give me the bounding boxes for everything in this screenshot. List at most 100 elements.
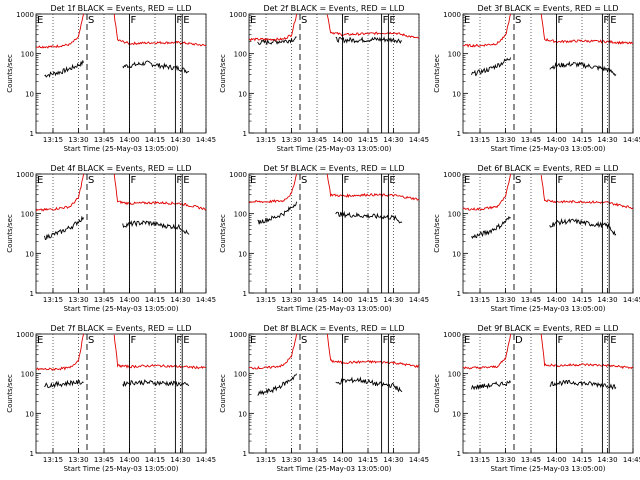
- y-tick-label: 1: [457, 130, 461, 138]
- event-marker-label: E: [37, 175, 43, 186]
- x-tick-label: 14:00: [119, 136, 139, 144]
- event-marker-label: S: [88, 335, 94, 346]
- y-tick-label: 1: [457, 450, 461, 458]
- y-tick-label: 10: [25, 250, 34, 258]
- events-series-line: [549, 60, 617, 77]
- chart-panel: Det 7f BLACK = Events, RED = LLD 1 10 100 10…: [6, 324, 216, 473]
- y-tick-label: 10: [238, 410, 247, 418]
- event-marker-label: E: [464, 15, 470, 26]
- events-series-line: [122, 379, 190, 388]
- events-series-line: [257, 373, 297, 396]
- x-tick-label: 13:30: [68, 296, 88, 304]
- event-marker-label: F: [344, 15, 350, 26]
- x-tick-label: 14:00: [546, 296, 566, 304]
- events-series-line: [122, 60, 190, 74]
- y-tick-label: 100: [234, 211, 247, 219]
- event-marker-label: F: [603, 15, 609, 26]
- event-marker-label: S: [515, 175, 521, 186]
- lld-series-line: [463, 14, 512, 48]
- x-axis-label: Start Time (25-May-03 13:05:00): [63, 305, 178, 313]
- event-marker-label: S: [515, 15, 521, 26]
- x-tick-label: 14:15: [358, 456, 378, 464]
- x-tick-label: 13:30: [495, 136, 515, 144]
- chart-panel: Det 9f BLACK = Events, RED = LLD 1 10 100 10…: [433, 324, 640, 473]
- events-series-line: [471, 215, 511, 240]
- event-marker-label: F: [176, 335, 182, 346]
- y-tick-label: 1000: [229, 331, 247, 339]
- x-tick-label: 14:15: [572, 456, 592, 464]
- chart-title: Det 6f BLACK = Events, RED = LLD: [477, 164, 618, 173]
- events-series-line: [549, 379, 617, 391]
- x-tick-label: 14:00: [546, 456, 566, 464]
- y-tick-label: 100: [448, 211, 461, 219]
- chart-panel: Det 1f BLACK = Events, RED = LLD 1 10 100 10…: [6, 4, 216, 153]
- event-marker-label: S: [88, 175, 94, 186]
- event-marker-label: E: [250, 15, 256, 26]
- event-marker-label: E: [610, 175, 616, 186]
- x-tick-label: 14:45: [196, 136, 216, 144]
- events-series-line: [335, 36, 403, 44]
- event-marker-label: E: [183, 335, 189, 346]
- y-tick-label: 1: [457, 290, 461, 298]
- event-marker-label: E: [183, 15, 189, 26]
- x-tick-label: 14:00: [119, 296, 139, 304]
- x-tick-label: 14:15: [145, 456, 165, 464]
- x-tick-label: 13:45: [307, 456, 327, 464]
- y-tick-label: 10: [25, 410, 34, 418]
- y-tick-label: 1: [30, 450, 34, 458]
- x-tick-label: 14:30: [383, 136, 403, 144]
- x-tick-label: 14:15: [145, 136, 165, 144]
- event-marker-label: D: [515, 335, 523, 346]
- chart-panel: Det 3f BLACK = Events, RED = LLD 1 10 100 10…: [433, 4, 640, 153]
- event-marker-label: F: [558, 15, 564, 26]
- lld-series-line: [540, 14, 633, 45]
- x-tick-label: 13:30: [281, 296, 301, 304]
- x-tick-label: 13:30: [281, 456, 301, 464]
- event-marker-label: S: [88, 15, 94, 26]
- x-tick-label: 14:00: [332, 296, 352, 304]
- event-marker-label: F: [131, 175, 137, 186]
- x-axis-label: Start Time (25-May-03 13:05:00): [490, 305, 605, 313]
- y-axis-label: Counts/sec: [433, 374, 441, 413]
- event-marker-label: F: [344, 175, 350, 186]
- x-tick-label: 14:45: [196, 456, 216, 464]
- event-marker-label: F: [131, 335, 137, 346]
- y-axis-label: Counts/sec: [219, 54, 227, 93]
- lld-series-line: [36, 334, 85, 371]
- chart-panel: Det 4f BLACK = Events, RED = LLD 1 10 100 10…: [6, 164, 216, 313]
- x-tick-label: 13:15: [43, 456, 63, 464]
- x-tick-label: 13:15: [470, 296, 490, 304]
- events-series-line: [471, 379, 511, 391]
- y-tick-label: 1000: [16, 331, 34, 339]
- x-tick-label: 14:45: [409, 456, 429, 464]
- event-marker-label: S: [301, 175, 307, 186]
- plot-frame: [35, 173, 207, 294]
- lld-series-line: [113, 174, 206, 211]
- y-tick-label: 100: [448, 51, 461, 59]
- y-axis-label: Counts/sec: [6, 214, 14, 253]
- y-axis-label: Counts/sec: [6, 374, 14, 413]
- x-tick-label: 13:45: [307, 296, 327, 304]
- x-tick-label: 14:30: [597, 136, 617, 144]
- lld-series-line: [540, 175, 633, 209]
- lld-series-line: [463, 174, 512, 211]
- y-tick-label: 1: [30, 130, 34, 138]
- y-tick-label: 10: [25, 90, 34, 98]
- y-tick-label: 1000: [229, 171, 247, 179]
- chart-title: Det 1f BLACK = Events, RED = LLD: [50, 4, 191, 13]
- event-marker-label: F: [176, 175, 182, 186]
- x-tick-label: 14:30: [383, 296, 403, 304]
- y-tick-label: 10: [452, 410, 461, 418]
- events-series-line: [257, 201, 298, 225]
- chart-title: Det 3f BLACK = Events, RED = LLD: [477, 4, 618, 13]
- x-tick-label: 14:30: [170, 456, 190, 464]
- y-tick-label: 1: [243, 450, 247, 458]
- x-tick-label: 14:00: [546, 136, 566, 144]
- chart-panel: Det 8f BLACK = Events, RED = LLD 1 10 100 10…: [219, 324, 429, 473]
- lld-series-line: [36, 174, 85, 212]
- x-tick-label: 13:30: [68, 136, 88, 144]
- lld-series-line: [36, 14, 85, 49]
- chart-panel: Det 2f BLACK = Events, RED = LLD 1 10 100 10…: [219, 4, 429, 153]
- x-tick-label: 13:30: [68, 456, 88, 464]
- y-tick-label: 1000: [443, 331, 461, 339]
